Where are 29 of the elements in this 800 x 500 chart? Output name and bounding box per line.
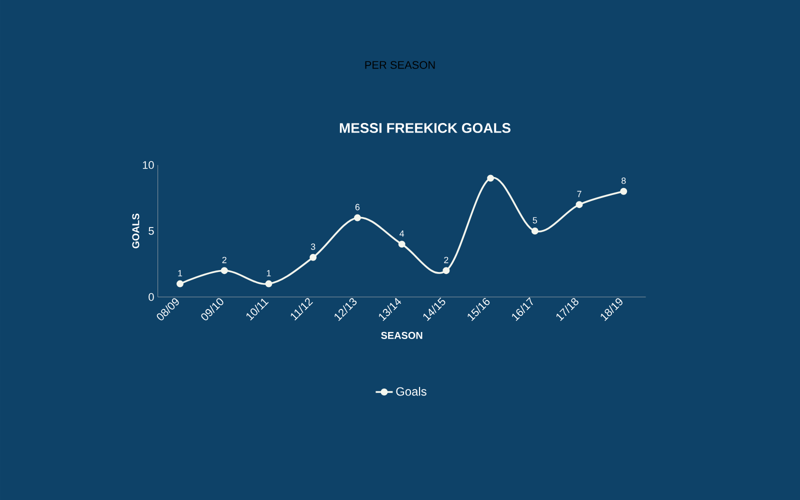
point	[398, 240, 406, 248]
y-axis-title: GOALS	[132, 214, 140, 248]
data-label: 8	[622, 178, 626, 184]
data-label: 2	[222, 256, 226, 264]
point	[354, 214, 361, 222]
y-tick-label: 10	[142, 161, 154, 169]
point	[620, 188, 628, 195]
point	[576, 201, 583, 208]
point	[310, 254, 317, 261]
point	[220, 267, 228, 274]
chart-subtitle: PER SEASON	[365, 61, 435, 69]
chart-title: MESSI FREEKICK GOALS	[340, 123, 510, 133]
legend-label: Goals	[396, 386, 426, 396]
point	[487, 174, 494, 182]
data-label: 3	[310, 244, 316, 250]
point	[265, 280, 272, 288]
data-label: 4	[400, 230, 404, 237]
data-label: 5	[532, 217, 538, 224]
data-label: 1	[178, 270, 182, 276]
point	[442, 267, 450, 274]
y-tick-label: 0	[148, 293, 154, 301]
x-axis-title: SEASON	[381, 332, 422, 339]
data-label: 7	[577, 190, 582, 198]
y-tick-label: 5	[148, 227, 154, 235]
data-label: 6	[355, 204, 360, 210]
point	[176, 280, 184, 288]
point	[531, 227, 538, 234]
data-label: 2	[444, 256, 448, 264]
data-label: 1	[266, 270, 271, 276]
